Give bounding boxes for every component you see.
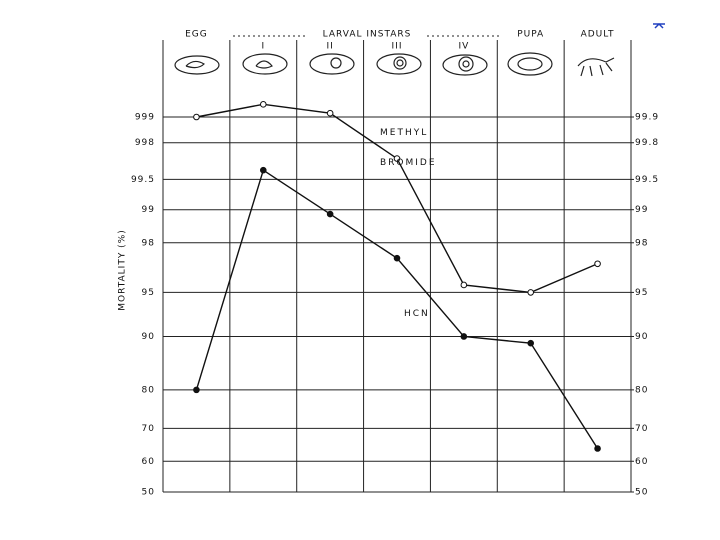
- point: [193, 386, 200, 394]
- y2-tick-label: 70: [635, 424, 648, 434]
- y-tick-label: 95: [142, 288, 155, 298]
- point: [259, 166, 267, 174]
- series-label: METHYL BROMIDE: [380, 128, 437, 168]
- y-tick-label: 998: [135, 138, 155, 148]
- x-tick-label: ADULT: [581, 30, 615, 40]
- group-label: LARVAL INSTARS: [323, 30, 412, 40]
- y-tick-label: 99.5: [131, 175, 155, 185]
- y-tick-label: 90: [142, 332, 155, 342]
- y-tick-label: 98: [142, 238, 155, 248]
- x-tick-label: EGG: [185, 30, 208, 40]
- y-tick-label: 50: [142, 488, 155, 498]
- y2-tick-label: 99.5: [635, 175, 659, 185]
- y2-tick-label: 80: [635, 385, 648, 395]
- series-line: [195, 169, 599, 449]
- y2-tick-label: 99: [635, 205, 648, 215]
- x-tick-label: II: [326, 42, 333, 52]
- point: [594, 260, 601, 268]
- point: [393, 155, 401, 162]
- x-tick-label: PUPA: [517, 30, 544, 40]
- point: [594, 445, 601, 452]
- point: [527, 289, 535, 296]
- y2-tick-label: 50: [635, 488, 648, 498]
- point: [527, 339, 535, 347]
- stage-icons: [174, 52, 615, 77]
- y-tick-label: 70: [142, 424, 155, 434]
- y2-tick-label: 98: [635, 238, 648, 248]
- x-tick-label: I: [261, 42, 265, 52]
- y-tick-label: 999: [135, 113, 155, 123]
- x-tick-label: IV: [458, 42, 469, 52]
- point: [393, 254, 401, 262]
- y-tick-label: 60: [142, 457, 155, 467]
- y2-tick-label: 90: [635, 332, 648, 342]
- corner-icon: [653, 22, 665, 29]
- point: [259, 101, 267, 108]
- point: [460, 333, 468, 340]
- series-label: HCN: [404, 309, 430, 319]
- y2-tick-label: 99.9: [635, 113, 659, 123]
- y2-tick-label: 60: [635, 457, 648, 467]
- point: [326, 210, 334, 218]
- y-tick-label: 99: [142, 205, 155, 215]
- x-tick-label: III: [392, 42, 403, 52]
- y2-tick-label: 95: [635, 288, 648, 298]
- point: [193, 113, 200, 121]
- point: [460, 281, 468, 289]
- y-tick-label: 80: [142, 385, 155, 395]
- y2-tick-label: 99.8: [635, 138, 659, 148]
- point: [326, 109, 334, 117]
- y-axis-label: MORTALITY (%): [118, 229, 128, 311]
